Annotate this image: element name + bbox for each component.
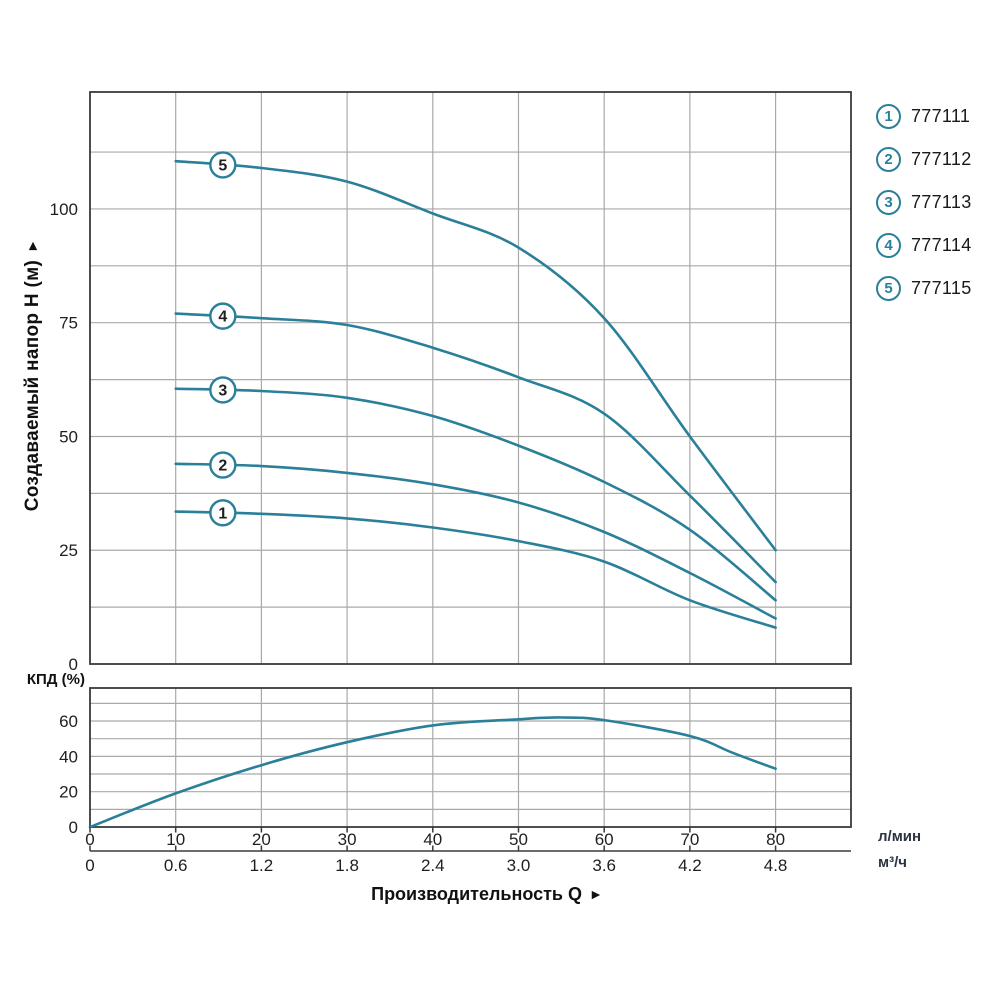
curve-marker-circle-2-icon (209, 451, 237, 479)
legend-model-777111: 777111 (911, 105, 971, 126)
head-chart-border (89, 91, 852, 665)
head-chart-y-tick-label: 0 (69, 655, 78, 674)
legend-model-777114: 777114 (911, 234, 972, 255)
x-tick-label-lmin: 30 (338, 830, 357, 849)
head-chart-curve-777113 (174, 387, 777, 602)
curve-marker-circle-3-icon (209, 376, 237, 404)
legend-item-777114: 4 777114 (876, 231, 972, 259)
legend-item-777113: 3 777113 (876, 188, 972, 216)
head-chart-curve-777114 (174, 312, 777, 584)
x-tick-label-lmin: 80 (766, 830, 785, 849)
x-axis-title-text: Производительность Q (371, 884, 582, 904)
x-tick-label-m3h: 1.2 (250, 856, 274, 875)
legend-model-777113: 777113 (911, 191, 972, 212)
x-tick-label-lmin: 50 (509, 830, 528, 849)
x-tick-label-m3h: 4.8 (764, 856, 788, 875)
head-chart-y-tick-label: 100 (50, 200, 78, 219)
curve-marker-circle-1-icon (209, 499, 237, 527)
x-axis-title: Производительность Q ► (287, 884, 687, 905)
curve-marker-number-2: 2 (218, 458, 227, 475)
curve-marker-number-4: 4 (218, 309, 227, 326)
efficiency-chart-curve-КПД (88, 716, 777, 829)
x-tick-label-m3h: 1.8 (335, 856, 359, 875)
legend-item-777111: 1 777111 (876, 102, 972, 130)
x-axis-arrow-icon: ► (589, 886, 603, 902)
x-tick-label-m3h: 3.0 (507, 856, 531, 875)
x-tick-label-lmin: 0 (85, 830, 94, 849)
legend-model-777115: 777115 (911, 277, 972, 298)
curve-marker-number-5: 5 (218, 157, 227, 174)
head-chart-y-tick-label: 25 (59, 541, 78, 560)
unit-label-m3h: м³/ч (878, 854, 907, 871)
head-chart-curve-777115 (174, 159, 777, 552)
curve-marker-circle-4-icon (209, 302, 237, 330)
x-tick-label-lmin: 20 (252, 830, 271, 849)
legend-model-777112: 777112 (911, 148, 972, 169)
x-tick-label-m3h: 4.2 (678, 856, 702, 875)
legend-circle-5-icon: 5 (876, 275, 901, 301)
legend-item-777115: 5 777115 (876, 274, 972, 302)
y-axis-arrow-icon: ► (24, 238, 40, 253)
legend-circle-2-icon: 2 (876, 146, 901, 172)
curve-marker-number-3: 3 (218, 382, 227, 399)
legend-circle-3-icon: 3 (876, 189, 901, 215)
y-axis-title: Создаваемый напор H (м) ► (22, 165, 44, 585)
curve-marker-number-1: 1 (218, 505, 227, 522)
head-chart-y-tick-label: 75 (59, 314, 78, 333)
efficiency-chart-y-tick-label: 20 (59, 783, 78, 802)
legend-circle-1-icon: 1 (876, 103, 901, 129)
x-tick-label-m3h: 0.6 (164, 856, 188, 875)
efficiency-chart-y-tick-label: 0 (69, 818, 78, 837)
x-tick-label-lmin: 40 (423, 830, 442, 849)
legend-item-777112: 2 777112 (876, 145, 972, 173)
unit-label-lmin: л/мин (878, 828, 922, 845)
curve-marker-circle-5-icon (209, 151, 237, 179)
head-chart-y-tick-label: 50 (59, 427, 78, 446)
x-tick-label-lmin: 60 (595, 830, 614, 849)
legend: 1 777111 2 777112 3 777113 4 777114 5 77… (876, 102, 972, 317)
head-chart-curve-777112 (174, 462, 777, 620)
legend-circle-4-icon: 4 (876, 232, 901, 258)
efficiency-chart-y-tick-label: 40 (59, 747, 78, 766)
efficiency-chart-border (89, 687, 852, 828)
head-chart-curve-777111 (174, 510, 777, 629)
x-tick-label-lmin: 70 (680, 830, 699, 849)
x-tick-label-lmin: 10 (166, 830, 185, 849)
x-tick-label-m3h: 3.6 (592, 856, 616, 875)
efficiency-chart-y-tick-label: 60 (59, 712, 78, 731)
x-tick-label-m3h: 0 (85, 856, 94, 875)
y-axis-title-text: Создаваемый напор H (м) (22, 259, 43, 512)
x-tick-label-m3h: 2.4 (421, 856, 445, 875)
efficiency-axis-label: КПД (%) (26, 671, 85, 688)
